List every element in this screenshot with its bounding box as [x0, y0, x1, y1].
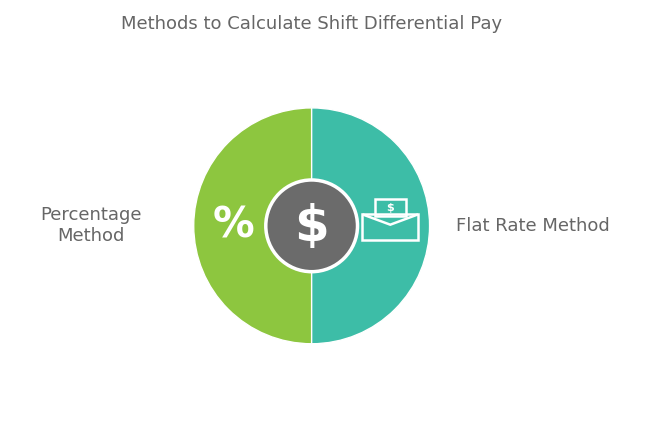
Text: Flat Rate Method: Flat Rate Method — [456, 217, 610, 235]
Wedge shape — [194, 108, 312, 344]
Text: $: $ — [294, 203, 329, 251]
Title: Methods to Calculate Shift Differential Pay: Methods to Calculate Shift Differential … — [121, 15, 502, 33]
Wedge shape — [312, 108, 430, 344]
Text: $: $ — [386, 203, 394, 213]
Text: %: % — [212, 205, 254, 247]
Circle shape — [266, 180, 358, 272]
Text: Percentage
Method: Percentage Method — [40, 206, 141, 245]
